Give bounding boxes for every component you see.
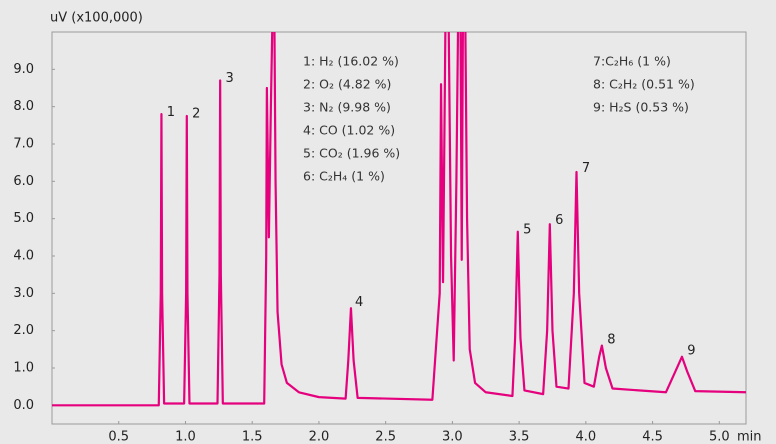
peak-label: 1: [167, 105, 175, 120]
x-tick-label: 1.0: [175, 430, 196, 444]
x-tick-label: 3.5: [509, 430, 530, 444]
peak-label: 8: [607, 333, 615, 348]
y-tick-label: 3.0: [13, 286, 34, 301]
x-tick-label: 4.5: [642, 430, 663, 444]
composition-note: 9: H₂S (0.53 %): [593, 100, 689, 115]
chromatogram-line: [52, 32, 746, 407]
y-tick-label: 6.0: [13, 174, 34, 189]
x-tick-label: 2.5: [375, 430, 396, 444]
y-tick-label: 7.0: [13, 137, 34, 152]
plot-area: [51, 31, 747, 425]
x-tick-label: 5.0: [709, 430, 730, 444]
y-tick-label: 2.0: [13, 323, 34, 338]
y-tick-label: 9.0: [13, 62, 34, 77]
x-tick-label: 2.0: [309, 430, 330, 444]
composition-note: 6: C₂H₄ (1 %): [303, 169, 385, 184]
y-tick-label: 1.0: [13, 361, 34, 376]
composition-note: 3: N₂ (9.98 %): [303, 100, 391, 115]
peak-label: 4: [355, 295, 363, 310]
x-tick-label: 1.5: [242, 430, 263, 444]
x-axis-label: min: [737, 430, 762, 444]
y-tick-label: 4.0: [13, 249, 34, 264]
composition-note: 1: H₂ (16.02 %): [303, 54, 399, 69]
composition-note: 5: CO₂ (1.96 %): [303, 146, 400, 161]
composition-note: 4: CO (1.02 %): [303, 123, 395, 138]
y-tick-label: 0.0: [13, 398, 34, 413]
peak-label: 5: [523, 222, 531, 237]
y-tick-label: 5.0: [13, 211, 34, 226]
y-tick-label: 8.0: [13, 99, 34, 114]
peak-label: 7: [582, 161, 590, 176]
x-tick-label: 3.0: [442, 430, 463, 444]
x-tick-label: 4.0: [576, 430, 597, 444]
peak-label: 2: [192, 107, 200, 122]
peak-label: 9: [687, 344, 695, 359]
composition-note: 7:C₂H₆ (1 %): [593, 54, 671, 69]
peak-label: 3: [226, 71, 234, 86]
composition-note: 8: C₂H₂ (0.51 %): [593, 77, 695, 92]
x-tick-label: 0.5: [108, 430, 129, 444]
composition-note: 2: O₂ (4.82 %): [303, 77, 391, 92]
peak-label: 6: [555, 213, 563, 228]
y-axis-label: uV (x100,000): [50, 11, 143, 26]
